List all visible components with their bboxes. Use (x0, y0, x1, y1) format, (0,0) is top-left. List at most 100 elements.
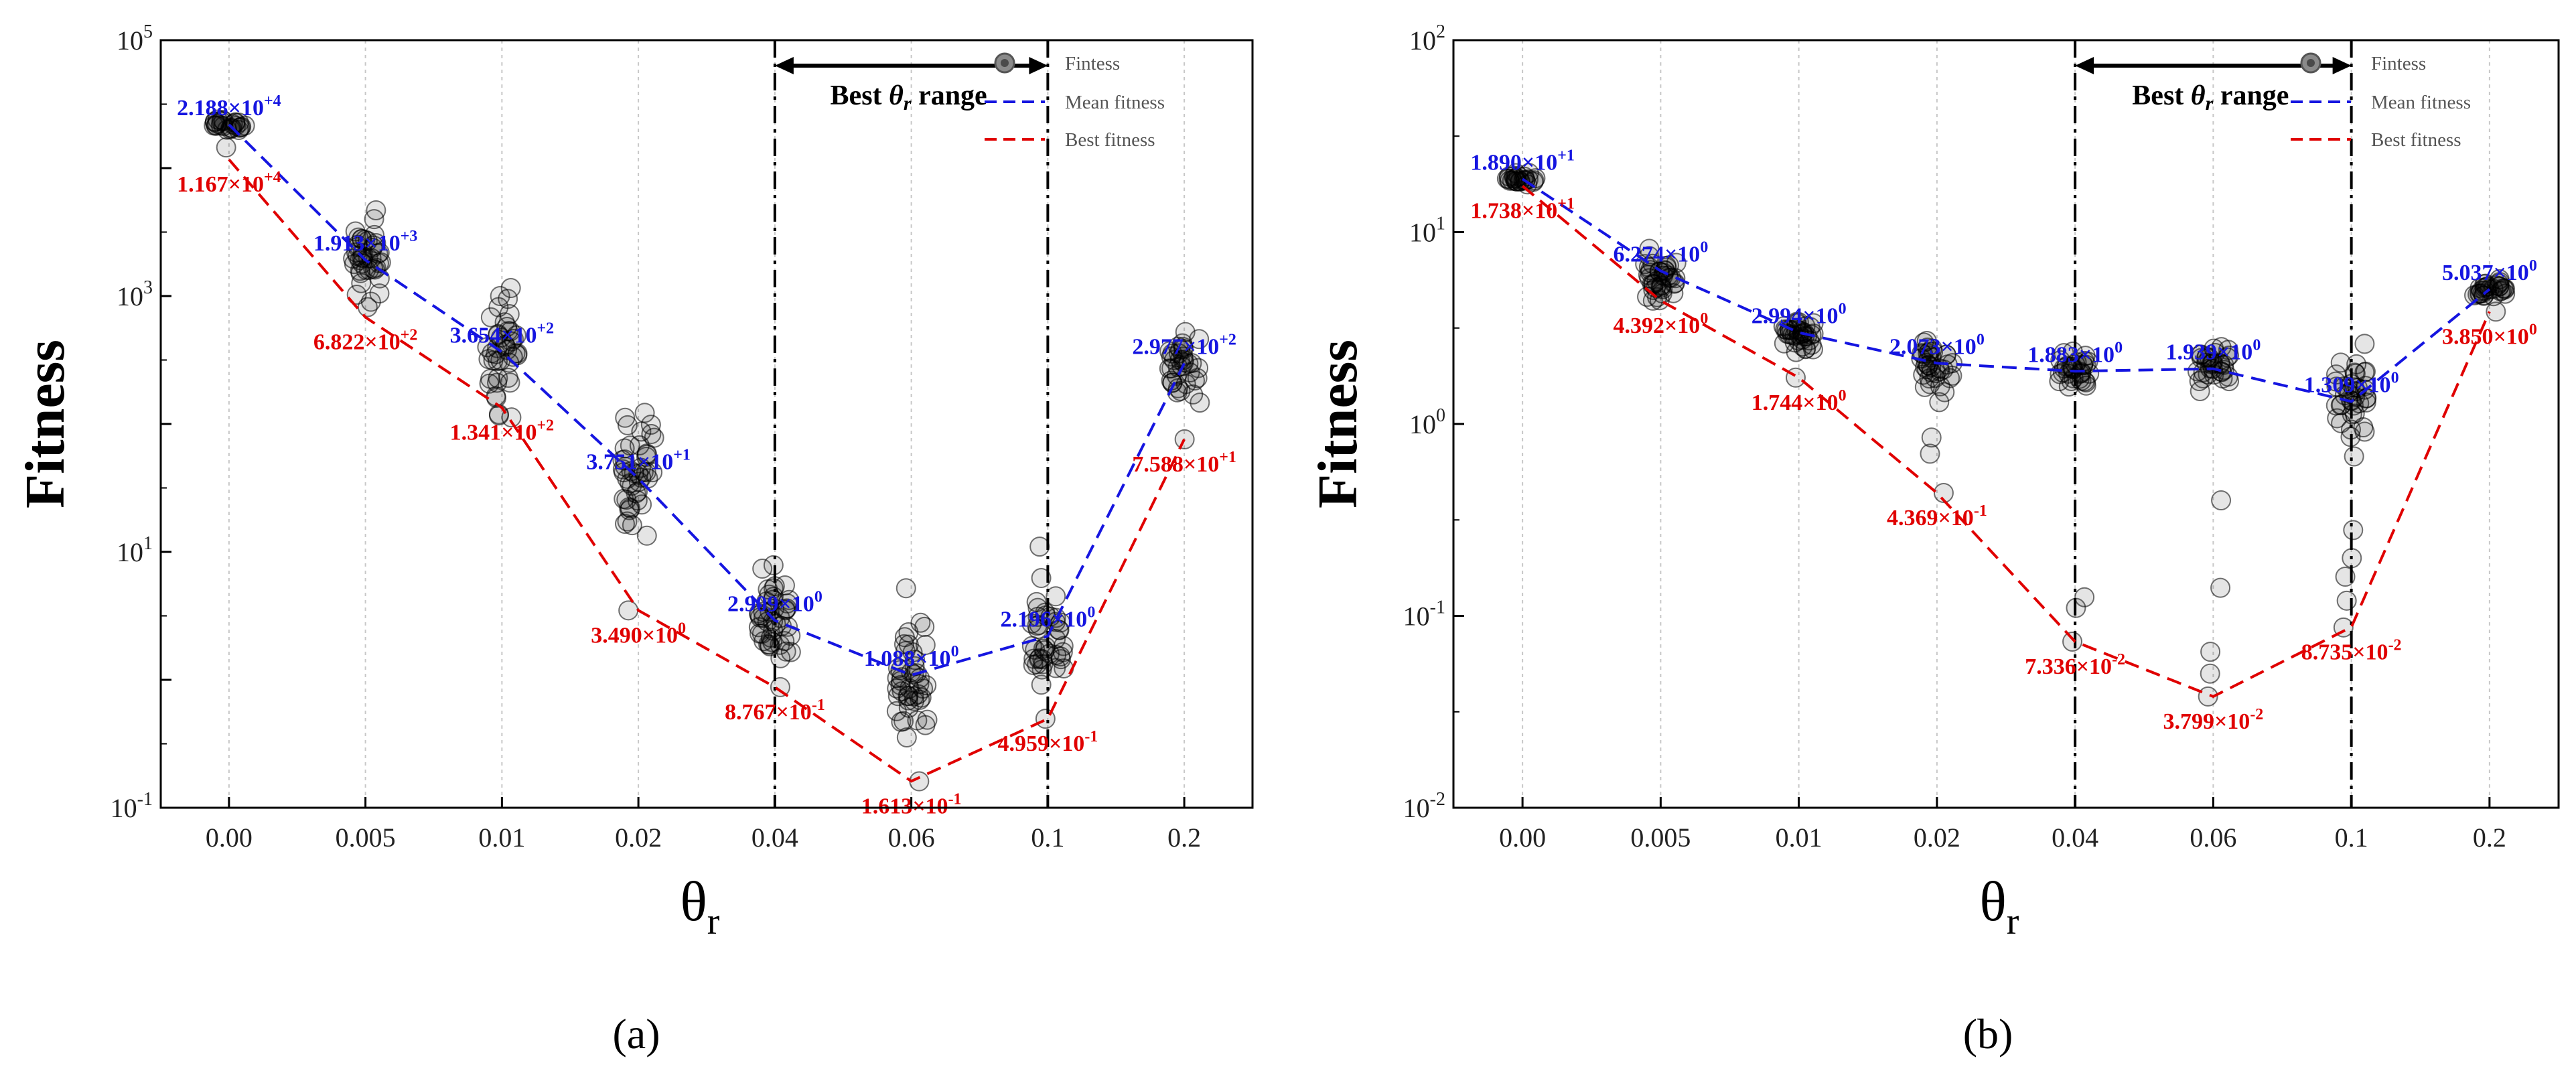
mean-fitness-label-base: ×10 (778, 591, 814, 616)
fitness-point (1525, 168, 1546, 189)
x-axis-label: θr (1980, 871, 2019, 942)
y-tick-label: 10-2 (1403, 789, 1445, 823)
best-fitness-label-base: ×10 (912, 794, 948, 818)
best-range-arrowhead-left (2075, 57, 2094, 74)
y-tick-base: 10 (111, 793, 137, 823)
mean-fitness-label-mantissa: 3.751 (586, 449, 638, 474)
fitness-point (490, 286, 510, 306)
fitness-point (498, 368, 518, 388)
best-fitness-label: 3.799×10-2 (2163, 706, 2263, 734)
y-tick-exponent: 1 (1436, 214, 1445, 234)
mean-fitness-label-base: ×10 (915, 646, 950, 671)
fitness-point (2189, 371, 2210, 392)
best-fitness-label-exponent: +2 (401, 327, 418, 344)
fitness-point (636, 446, 656, 467)
mean-fitness-label-exponent: 0 (2252, 337, 2261, 354)
best-fitness-label-mantissa: 1.744 (1751, 390, 1803, 415)
mean-fitness-label-mantissa: 1.088 (864, 646, 916, 671)
fitness-point (364, 209, 384, 230)
mean-fitness-label-mantissa: 6.274 (1613, 242, 1664, 267)
best-fitness-label: 7.588×10+1 (1132, 449, 1236, 477)
x-tick-label: 0.005 (1630, 822, 1691, 853)
y-tick-base: 10 (1409, 25, 1436, 56)
mean-fitness-label-base: ×10 (364, 231, 400, 256)
mean-fitness-label-exponent: +1 (1557, 147, 1575, 164)
best-fitness-label-mantissa: 3.850 (2442, 324, 2494, 349)
fitness-point (2354, 334, 2375, 354)
fitness-point (368, 253, 389, 274)
fitness-point (2211, 337, 2232, 358)
x-tick-label: 0.00 (1499, 822, 1546, 853)
mean-fitness-label-base: ×10 (501, 324, 536, 348)
mean-fitness-label: 2.073×100 (1889, 331, 1985, 359)
best-fitness-label-mantissa: 1.738 (1470, 199, 1522, 224)
best-fitness-label-exponent: -1 (812, 697, 825, 714)
plot-frame (159, 39, 1254, 809)
y-tick-exponent: 5 (143, 21, 153, 42)
mean-fitness-label-mantissa: 1.883 (2027, 342, 2079, 367)
best-range-sub: r (2206, 92, 2214, 115)
x-tick-label: 0.04 (2052, 822, 2098, 853)
fitness-point (763, 555, 784, 575)
legend-label-fintess: Fintess (1065, 53, 1120, 74)
best-fitness-line (228, 158, 1186, 783)
fitness-point (1639, 238, 1660, 259)
fitness-point (1172, 333, 1193, 354)
best-fitness-label-base: ×10 (228, 172, 264, 197)
mean-fitness-label-exponent: 0 (951, 643, 959, 660)
best-fitness-label-exponent: 0 (2529, 321, 2537, 338)
fitness-point (1187, 368, 1208, 388)
mean-fitness-label-exponent: +3 (401, 228, 418, 245)
mean-fitness-label-base: ×10 (1664, 242, 1700, 267)
x-tick-label: 0.2 (1167, 822, 1201, 853)
best-fitness-label-base: ×10 (364, 330, 400, 355)
best-fitness-label-exponent: 0 (1700, 310, 1708, 328)
fitness-point (345, 221, 366, 242)
chart-panel-a: Best θr range2.188×10+41.913×10+33.654×1… (14, 21, 1254, 1058)
fitness-point (357, 297, 378, 317)
mean-fitness-label: 1.939×100 (2165, 337, 2261, 365)
fitness-point (1046, 586, 1066, 607)
best-range-label: Best θr range (831, 80, 987, 115)
y-axis-label: Fitness (1307, 340, 1369, 508)
mean-fitness-label-mantissa: 3.654 (450, 324, 502, 348)
best-fitness-line (1521, 185, 2491, 699)
mean-fitness-label: 2.994×100 (1751, 301, 1847, 329)
x-tick-label: 0.04 (752, 822, 798, 853)
y-axis-label: Fitness (14, 340, 76, 508)
mean-fitness-label: 1.088×100 (864, 643, 959, 671)
fitness-point (631, 421, 652, 442)
legend-marker-fintess-core (1001, 59, 1009, 67)
mean-fitness-label-base: ×10 (1052, 607, 1087, 632)
fitness-point (893, 634, 914, 654)
best-fitness-label-mantissa: 1.167 (177, 172, 228, 197)
mean-fitness-label-base: ×10 (1802, 304, 1838, 329)
fitness-point (1642, 290, 1663, 311)
best-range-prefix: Best (831, 80, 889, 111)
best-fitness-label: 4.392×100 (1613, 310, 1708, 338)
mean-fitness-label-exponent: +4 (264, 92, 281, 110)
mean-fitness-label-base: ×10 (2079, 342, 2115, 367)
mean-fitness-label-mantissa: 2.909 (727, 591, 779, 616)
fitness-point (2495, 283, 2516, 304)
fitness-point (2344, 446, 2364, 467)
y-tick-base: 10 (1409, 218, 1436, 248)
best-range-arrowhead-right (1029, 57, 1048, 74)
y-tick-exponent: 3 (143, 277, 153, 298)
mean-fitness-label-exponent: +1 (673, 446, 691, 463)
best-fitness-label-base: ×10 (1802, 390, 1838, 415)
best-fitness-label-mantissa: 3.490 (591, 623, 642, 648)
fitness-point (1174, 429, 1195, 449)
best-fitness-label-mantissa: 1.341 (450, 421, 502, 445)
mean-fitness-label-exponent: +2 (536, 320, 554, 338)
fitness-point (1663, 283, 1684, 303)
best-fitness-label: 4.959×10-1 (997, 728, 1098, 756)
fitness-point (498, 289, 518, 309)
fitness-point (1930, 361, 1950, 382)
mean-fitness-label: 2.188×10+4 (177, 92, 281, 121)
y-tick-base: 10 (117, 281, 143, 311)
mean-fitness-label-exponent: 0 (814, 588, 822, 605)
mean-fitness-label-base: ×10 (638, 449, 673, 474)
mean-fitness-label-exponent: 0 (1087, 604, 1095, 622)
fitness-point (2200, 663, 2220, 684)
